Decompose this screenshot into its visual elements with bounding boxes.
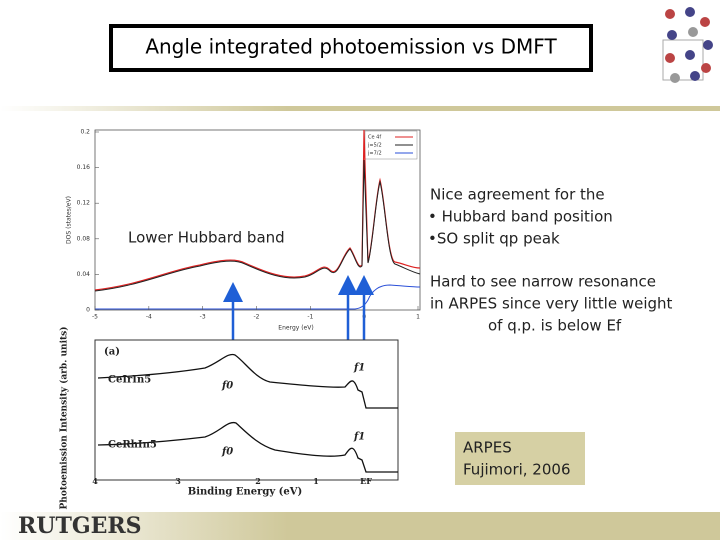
- note-line: •SO split qp peak: [428, 230, 560, 248]
- x-tick-label: -2: [254, 314, 260, 321]
- y-tick-label: 0.2: [80, 129, 90, 136]
- y-tick-label: 0.08: [77, 235, 91, 242]
- sample-label: CeRhIn5: [108, 440, 157, 451]
- x-axis-label: Energy (eV): [278, 325, 313, 332]
- x-axis-label: Binding Energy (eV): [188, 487, 302, 498]
- note-line: of q.p. is below Ef: [488, 317, 622, 335]
- x-tick-label: -4: [146, 314, 152, 321]
- source-box: [455, 432, 585, 485]
- note-line: • Hubbard band position: [428, 208, 613, 226]
- title: Angle integrated photoemission vs DMFT: [145, 35, 557, 59]
- crystal-icon: [662, 7, 713, 83]
- arpes-figure: (a) CeIrIn5 CeRhIn5 f0 f1 f0 f1 Binding …: [59, 327, 399, 510]
- plot-frame: [94, 339, 399, 481]
- dos-curve: [95, 284, 421, 310]
- title-box: [109, 24, 593, 72]
- divider: [0, 106, 720, 111]
- x-tick-label: -3: [200, 314, 206, 321]
- legend-label: Ce 4f: [368, 135, 381, 141]
- source-line: ARPES: [463, 439, 512, 457]
- x-tick-label: -1: [307, 314, 313, 321]
- panel-label: (a): [104, 347, 120, 358]
- peak-label: f1: [353, 432, 365, 443]
- x-tick-label: 1: [416, 314, 420, 321]
- note-line: in ARPES since very little weight: [430, 295, 673, 313]
- y-tick-label: 0.04: [77, 271, 91, 278]
- source-line: Fujimori, 2006: [463, 461, 570, 479]
- peak-label: f1: [353, 363, 365, 374]
- legend-label: j=7/2: [367, 151, 382, 157]
- sample-label: CeIrIn5: [108, 375, 151, 386]
- note-line: Hard to see narrow resonance: [430, 273, 656, 291]
- peak-label: f0: [221, 447, 233, 458]
- legend-label: j=5/2: [367, 143, 382, 149]
- x-tick-label: 4: [92, 476, 98, 486]
- x-tick-label: 1: [313, 476, 319, 486]
- y-tick-label: 0.16: [77, 164, 91, 171]
- peak-label: f0: [221, 381, 233, 392]
- y-axis-label: DOS (states/eV): [66, 196, 73, 244]
- y-tick-label: 0: [86, 307, 90, 314]
- note-line: Nice agreement for the: [430, 186, 605, 204]
- x-tick-label: 3: [175, 476, 181, 486]
- y-tick-label: 0.12: [77, 200, 91, 207]
- x-tick-label: -5: [92, 314, 98, 321]
- dos-curve: [94, 159, 421, 292]
- spectrum: [97, 421, 398, 473]
- logo: RUTGERS: [18, 513, 142, 539]
- x-tick-label: 2: [255, 476, 261, 486]
- y-axis-label: Photoemission Intensity (arb. units): [59, 327, 70, 510]
- spectrum: [97, 353, 398, 409]
- x-tick-label: EF: [360, 476, 372, 486]
- footer-band: [0, 512, 720, 540]
- annotation: Lower Hubbard band: [128, 229, 285, 247]
